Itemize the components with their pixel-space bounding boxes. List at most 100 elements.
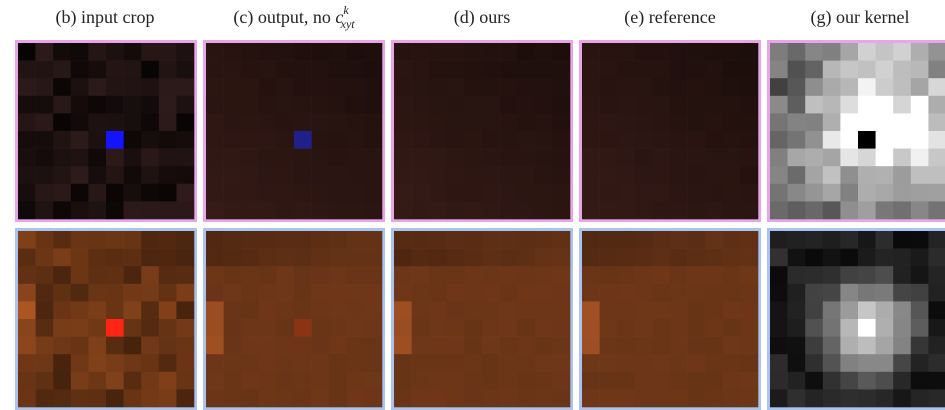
- pixel: [928, 337, 945, 355]
- pixel: [652, 78, 670, 96]
- pixel: [482, 354, 500, 372]
- pixel: [858, 231, 876, 249]
- pixel: [823, 337, 841, 355]
- pixel: [18, 184, 36, 202]
- pixel: [71, 284, 89, 302]
- pixel: [394, 43, 412, 61]
- pixel: [159, 78, 177, 96]
- pixel: [18, 231, 36, 249]
- pixel: [88, 301, 106, 319]
- pixel: [582, 131, 600, 149]
- pixel: [858, 131, 876, 149]
- pixel: [823, 113, 841, 131]
- pixel: [858, 249, 876, 267]
- pixel: [788, 201, 806, 219]
- pixel: [464, 372, 482, 390]
- pixel: [224, 131, 242, 149]
- pixel: [723, 184, 741, 202]
- pixel: [482, 372, 500, 390]
- pixel: [71, 301, 89, 319]
- pixel: [670, 201, 688, 219]
- pixel: [447, 301, 465, 319]
- pixel: [858, 266, 876, 284]
- pixel: [688, 131, 706, 149]
- pixel: [876, 266, 894, 284]
- pixel: [823, 284, 841, 302]
- pixel: [124, 149, 142, 167]
- pixel: [500, 266, 518, 284]
- pixel: [206, 389, 224, 407]
- pixel: [241, 131, 259, 149]
- pixel: [241, 354, 259, 372]
- pixel: [876, 166, 894, 184]
- pixel: [259, 131, 277, 149]
- pixel: [517, 149, 535, 167]
- pixel: [464, 319, 482, 337]
- pixel: [723, 166, 741, 184]
- pixel: [535, 113, 553, 131]
- pixel: [159, 166, 177, 184]
- pixel: [394, 389, 412, 407]
- pixel: [53, 284, 71, 302]
- pixel: [911, 319, 929, 337]
- pixel: [928, 201, 945, 219]
- pixel: [88, 389, 106, 407]
- image-panel: [15, 40, 197, 222]
- pixel: [617, 231, 635, 249]
- pixel: [394, 96, 412, 114]
- pixel: [106, 231, 124, 249]
- pixel: [688, 284, 706, 302]
- pixel: [582, 266, 600, 284]
- pixel: [740, 184, 758, 202]
- pixel: [482, 231, 500, 249]
- pixel: [176, 131, 194, 149]
- pixel: [840, 266, 858, 284]
- pixel: [670, 113, 688, 131]
- pixel: [429, 319, 447, 337]
- pixel: [517, 43, 535, 61]
- pixel: [53, 96, 71, 114]
- pixel: [141, 354, 159, 372]
- pixel: [635, 201, 653, 219]
- pixel: [294, 149, 312, 167]
- pixel: [670, 319, 688, 337]
- pixel: [535, 266, 553, 284]
- pixel: [124, 372, 142, 390]
- pixel: [159, 96, 177, 114]
- pixel: [500, 301, 518, 319]
- pixel: [635, 131, 653, 149]
- pixel: [928, 96, 945, 114]
- pixel: [329, 337, 347, 355]
- pixel: [259, 184, 277, 202]
- pixel: [464, 231, 482, 249]
- pixel: [88, 372, 106, 390]
- pixel: [176, 354, 194, 372]
- pixel: [159, 249, 177, 267]
- pixel: [652, 43, 670, 61]
- pixel: [617, 96, 635, 114]
- pixel: [159, 266, 177, 284]
- pixel: [364, 149, 382, 167]
- pixel: [788, 61, 806, 79]
- pixel: [176, 337, 194, 355]
- pixel: [412, 231, 430, 249]
- pixel: [329, 389, 347, 407]
- pixel: [823, 372, 841, 390]
- pixel: [552, 166, 570, 184]
- pixel: [429, 301, 447, 319]
- pixel: [635, 113, 653, 131]
- pixel: [617, 266, 635, 284]
- pixel: [18, 266, 36, 284]
- pixel: [124, 266, 142, 284]
- pixel: [482, 166, 500, 184]
- pixel: [858, 96, 876, 114]
- pixel: [447, 61, 465, 79]
- pixel: [312, 96, 330, 114]
- pixel: [71, 266, 89, 284]
- pixel: [600, 249, 618, 267]
- pixel: [723, 131, 741, 149]
- pixel: [412, 201, 430, 219]
- pixel: [770, 149, 788, 167]
- pixel: [770, 301, 788, 319]
- pixel: [770, 113, 788, 131]
